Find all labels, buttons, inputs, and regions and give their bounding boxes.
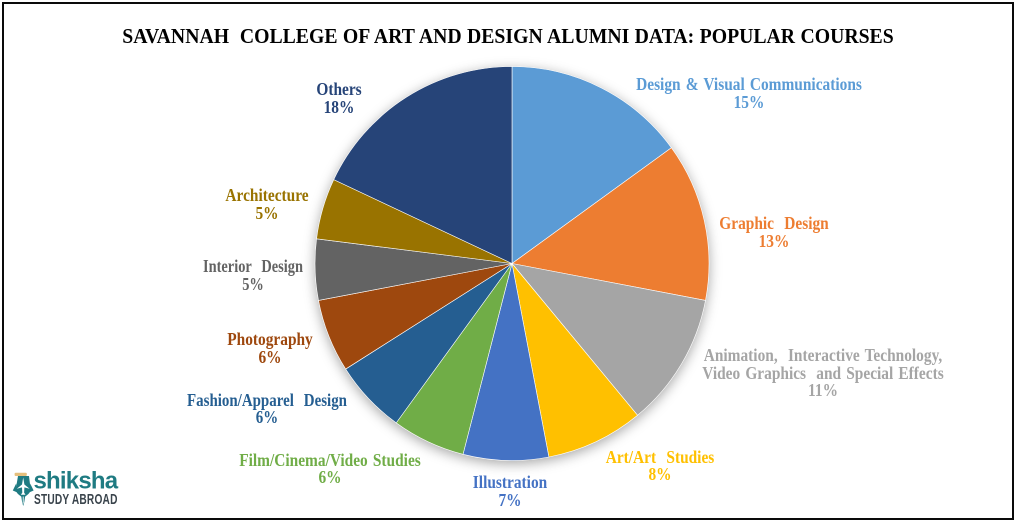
svg-text:STUDY ABROAD: STUDY ABROAD [34, 491, 118, 507]
svg-text:shiksha: shiksha [34, 467, 119, 494]
